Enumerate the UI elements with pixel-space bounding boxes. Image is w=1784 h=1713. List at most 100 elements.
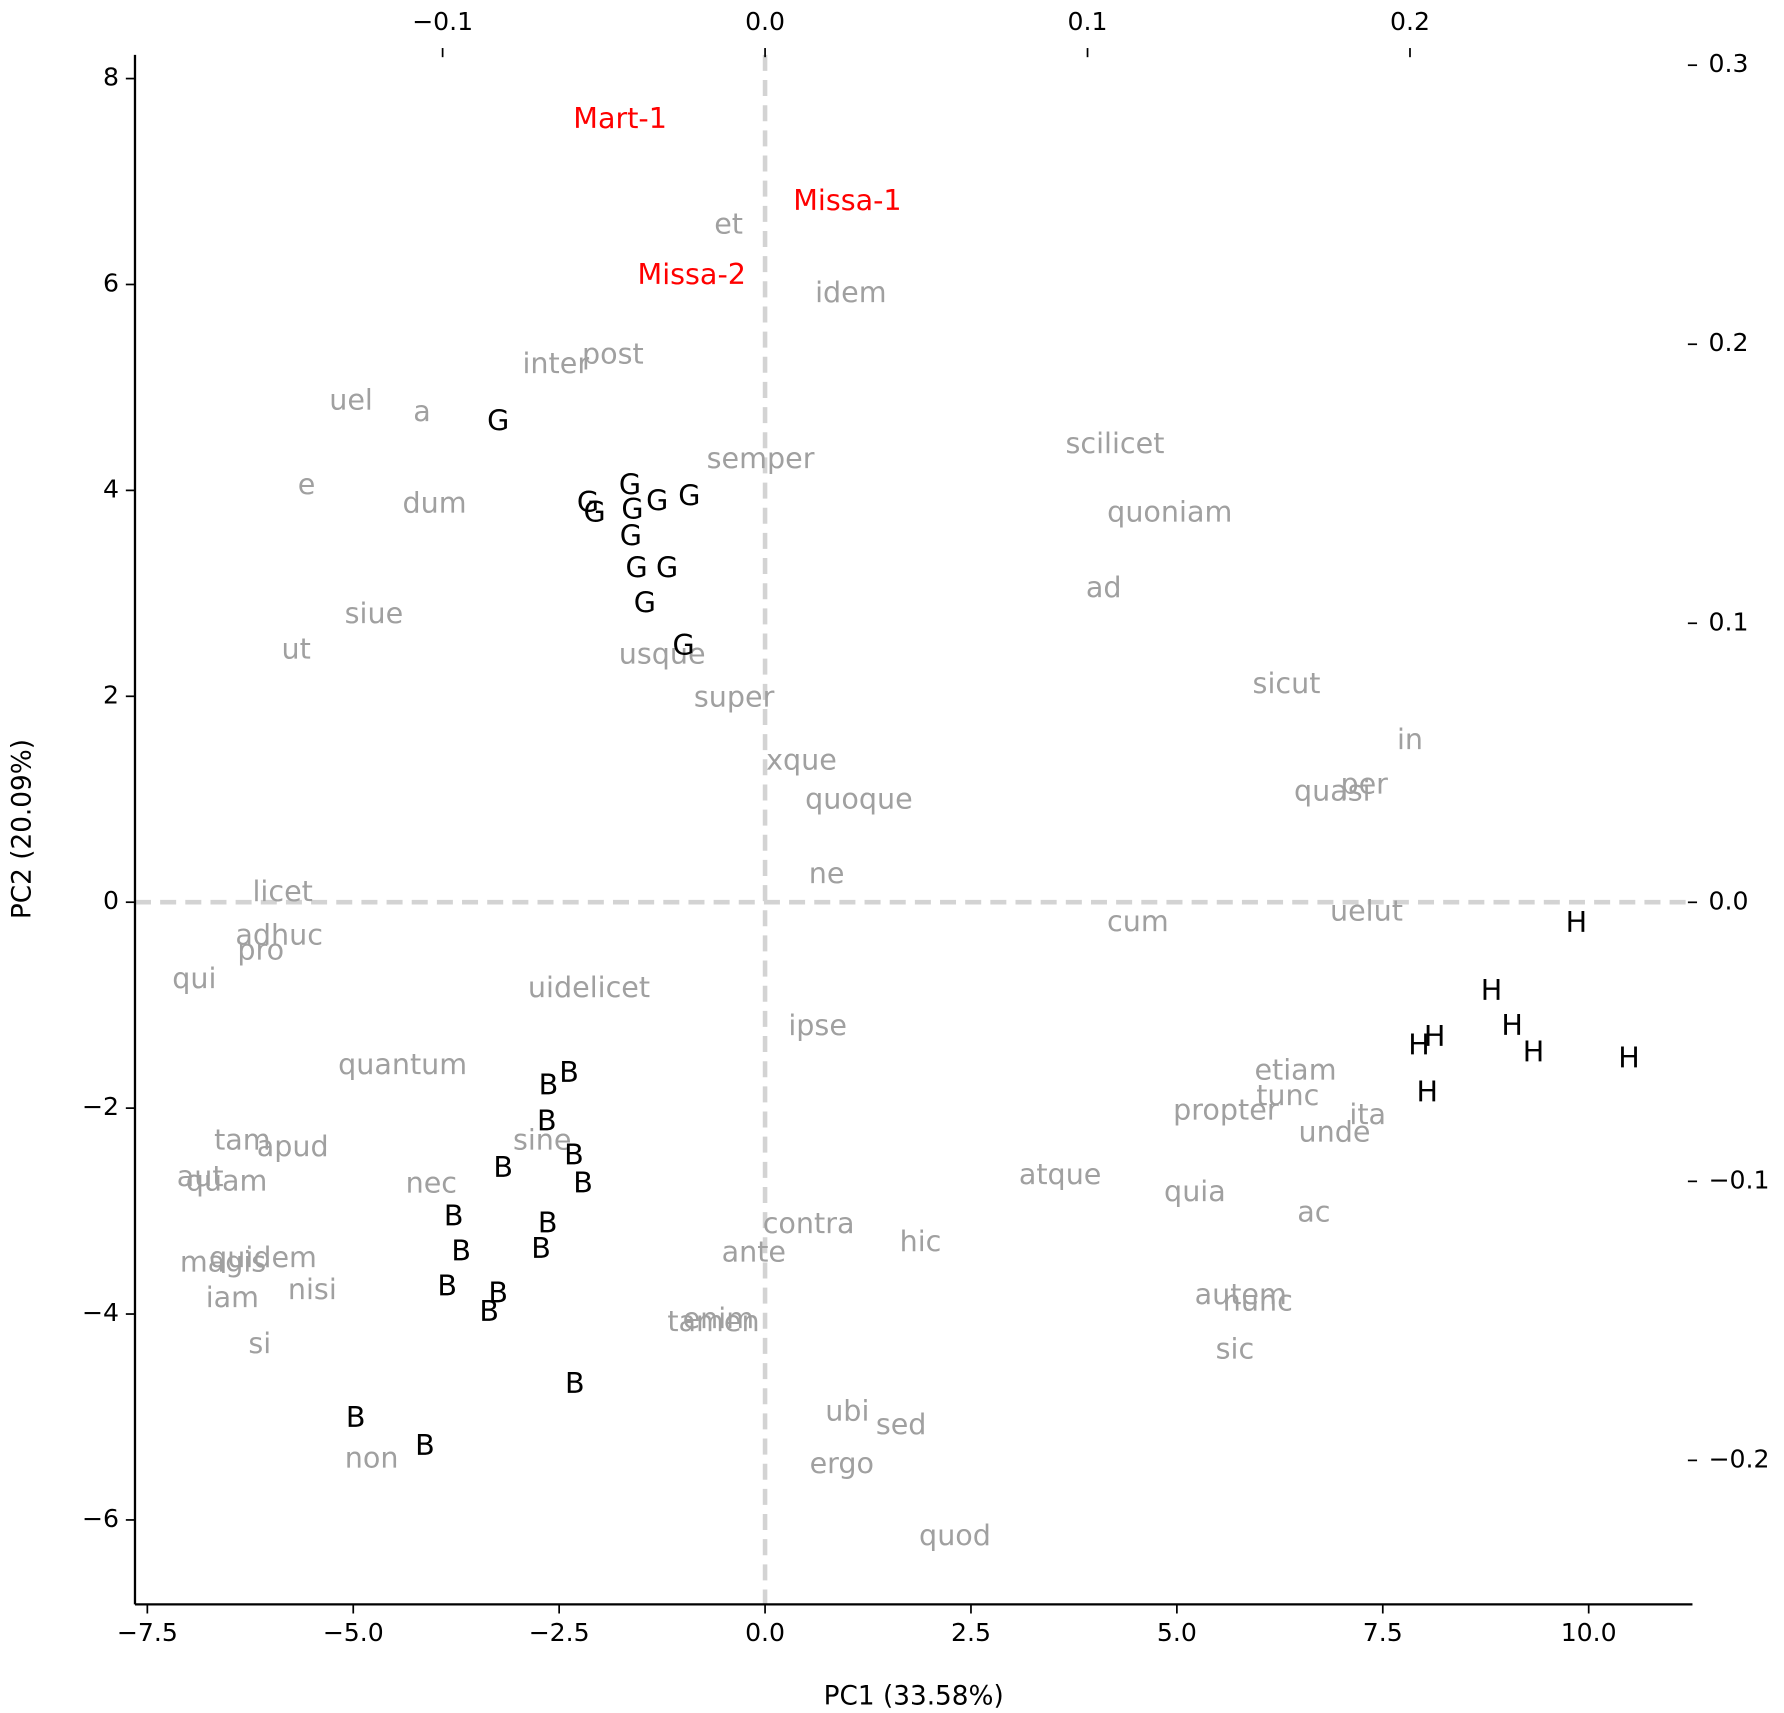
- sample-point: Missa-1: [793, 183, 901, 217]
- loading-label: nunc: [1223, 1283, 1293, 1317]
- loading-label: si: [248, 1326, 271, 1360]
- y-tick-label: 2: [103, 680, 119, 709]
- loading-label: atque: [1019, 1157, 1102, 1191]
- sample-point: B: [451, 1233, 471, 1267]
- sample-point: B: [479, 1294, 499, 1328]
- y-tick-label: 4: [103, 474, 119, 503]
- loading-label: super: [694, 680, 775, 714]
- loading-label: apud: [257, 1129, 329, 1163]
- loading-label: quasi: [1294, 774, 1371, 808]
- x-tick-label: 2.5: [951, 1618, 991, 1647]
- loading-label: uelut: [1330, 894, 1403, 928]
- loading-label: quia: [1164, 1174, 1226, 1208]
- sample-point: G: [678, 479, 700, 513]
- y-axis-label: PC2 (20.09%): [7, 739, 37, 919]
- sample-point: G: [577, 485, 599, 519]
- loading-label: tamen: [667, 1304, 759, 1338]
- loading-label: quam: [186, 1163, 268, 1197]
- sample-point: H: [1417, 1075, 1439, 1109]
- sample-point: G: [487, 403, 509, 437]
- loading-label: ac: [1297, 1194, 1330, 1228]
- loading-label: iam: [206, 1280, 259, 1314]
- x2-tick-label: −0.1: [412, 7, 473, 36]
- loading-label: tunc: [1256, 1078, 1319, 1112]
- loading-label: pro: [237, 932, 284, 966]
- y-tick-label: −4: [82, 1298, 119, 1327]
- loading-label: tam: [214, 1122, 271, 1156]
- loading-label: quidem: [209, 1240, 317, 1274]
- loading-label: contra: [763, 1206, 855, 1240]
- x-tick-label: 5.0: [1157, 1618, 1197, 1647]
- loading-label: nec: [406, 1166, 457, 1200]
- x-tick-label: −5.0: [323, 1618, 384, 1647]
- sample-point: H: [1523, 1035, 1545, 1069]
- x2-tick-label: 0.0: [745, 7, 785, 36]
- y2-tick-label: 0.0: [1708, 886, 1748, 915]
- y-tick-label: 0: [103, 886, 119, 915]
- y2-tick-label: 0.1: [1708, 607, 1748, 636]
- x-tick-label: 10.0: [1561, 1618, 1617, 1647]
- sample-point: B: [565, 1366, 585, 1400]
- sample-point: Missa-2: [638, 257, 746, 291]
- x2-tick-label: 0.1: [1068, 7, 1108, 36]
- loading-label: licet: [252, 874, 312, 908]
- loading-label: e: [298, 467, 316, 501]
- x-tick-label: −7.5: [117, 1618, 178, 1647]
- sample-point: B: [559, 1055, 579, 1089]
- loading-label: ipse: [788, 1008, 847, 1042]
- loading-label: quoniam: [1107, 495, 1232, 529]
- loading-label: non: [345, 1440, 399, 1474]
- sample-point: B: [537, 1104, 557, 1138]
- loading-label: sic: [1216, 1332, 1255, 1366]
- sample-point: H: [1481, 973, 1503, 1007]
- loading-label: idem: [815, 275, 887, 309]
- loading-label: etiam: [1254, 1053, 1336, 1087]
- loading-label: ad: [1086, 570, 1122, 604]
- sample-point: B: [531, 1231, 551, 1265]
- sample-point: H: [1618, 1041, 1640, 1075]
- loading-label: scilicet: [1065, 426, 1164, 460]
- loading-label: per: [1340, 767, 1388, 801]
- loading-label: quod: [919, 1518, 991, 1552]
- loading-label: xque: [766, 743, 837, 777]
- loading-label: ante: [722, 1234, 786, 1268]
- loading-label: sicut: [1253, 666, 1321, 700]
- sample-point: G: [634, 586, 656, 620]
- y2-tick-label: −0.1: [1708, 1165, 1769, 1194]
- sample-point: B: [346, 1400, 366, 1434]
- sample-point: G: [619, 467, 641, 501]
- loading-label: uel: [329, 382, 373, 416]
- sample-point: B: [539, 1068, 559, 1102]
- y-tick-label: 8: [103, 63, 119, 92]
- loading-label: adhuc: [235, 918, 323, 952]
- sample-point: G: [646, 484, 668, 518]
- sample-point: G: [672, 628, 694, 662]
- sample-point: B: [444, 1198, 464, 1232]
- loading-label: post: [582, 337, 644, 371]
- y2-tick-label: 0.2: [1708, 328, 1748, 357]
- sample-point: B: [564, 1138, 584, 1172]
- loading-label: semper: [707, 441, 815, 475]
- loading-label: quantum: [338, 1047, 467, 1081]
- y2-tick-label: 0.3: [1708, 49, 1748, 78]
- y2-tick-label: −0.2: [1708, 1444, 1769, 1473]
- sample-point: G: [625, 551, 647, 585]
- loading-label: enim: [683, 1301, 754, 1335]
- loading-label: quoque: [805, 781, 913, 815]
- loading-label: autem: [1195, 1277, 1287, 1311]
- loading-label: ne: [809, 856, 845, 890]
- x-tick-label: −2.5: [529, 1618, 590, 1647]
- loading-label: siue: [345, 596, 404, 630]
- loading-label: unde: [1299, 1114, 1371, 1148]
- loading-label: inter: [522, 346, 589, 380]
- sample-point: H: [1566, 905, 1588, 939]
- sample-point: G: [621, 492, 643, 526]
- sample-point: B: [538, 1205, 558, 1239]
- loading-label: dum: [403, 485, 467, 519]
- sample-point: B: [493, 1150, 513, 1184]
- sample-point: G: [583, 495, 605, 529]
- loading-label: usque: [619, 636, 706, 670]
- sample-point: G: [620, 519, 642, 553]
- loading-label: ergo: [810, 1446, 874, 1480]
- sample-point: H: [1408, 1027, 1430, 1061]
